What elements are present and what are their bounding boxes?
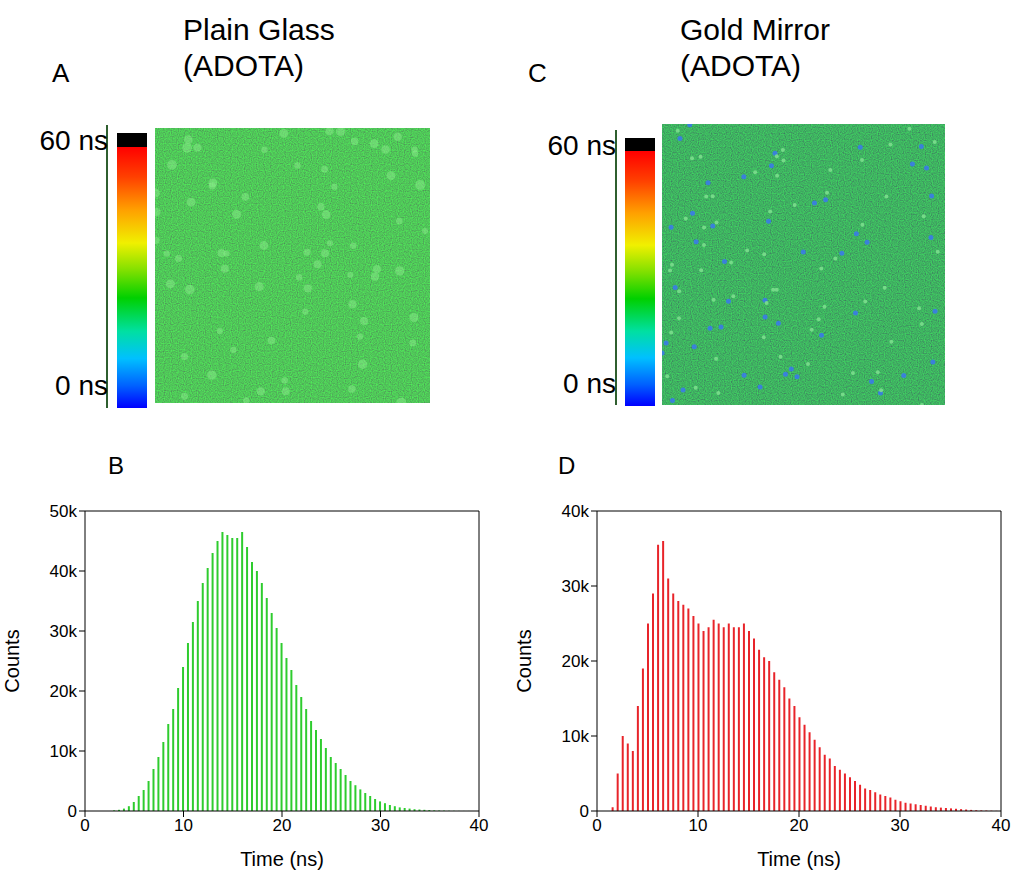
- svg-text:Counts: Counts: [1, 629, 23, 692]
- html-text:D: D: [558, 452, 576, 479]
- svg-text:40k: 40k: [562, 502, 590, 521]
- html-text:0 ns: 0 ns: [563, 368, 616, 399]
- html-text:B: B: [108, 452, 124, 479]
- html-text:C: C: [528, 58, 547, 88]
- svg-text:10k: 10k: [562, 727, 590, 746]
- svg-text:20k: 20k: [50, 682, 78, 701]
- html-text:A: A: [52, 58, 70, 88]
- svg-text:30k: 30k: [50, 622, 78, 641]
- svg-text:Counts: Counts: [513, 629, 535, 692]
- html-text:60 ns: 60 ns: [39, 125, 108, 156]
- svg-text:30: 30: [371, 816, 390, 835]
- svg-text:Time (ns): Time (ns): [240, 848, 324, 870]
- svg-text:50k: 50k: [50, 502, 78, 521]
- svg-text:20k: 20k: [562, 652, 590, 671]
- svg-text:0: 0: [80, 816, 89, 835]
- svg-text:0: 0: [592, 816, 601, 835]
- svg-text:40k: 40k: [50, 562, 78, 581]
- svg-text:40: 40: [992, 816, 1011, 835]
- svg-text:10: 10: [689, 816, 708, 835]
- svg-text:0: 0: [68, 802, 77, 821]
- html-text:60 ns: 60 ns: [547, 130, 616, 161]
- svg-text:10k: 10k: [50, 742, 78, 761]
- svg-text:10: 10: [174, 816, 193, 835]
- html-text:Plain Glass (ADOTA): Plain Glass (ADOTA): [183, 13, 335, 82]
- svg-text:30: 30: [891, 816, 910, 835]
- html-text:0 ns: 0 ns: [55, 370, 108, 401]
- svg-text:40: 40: [470, 816, 489, 835]
- svg-text:Time (ns): Time (ns): [757, 848, 841, 870]
- svg-text:30k: 30k: [562, 577, 590, 596]
- svg-text:20: 20: [790, 816, 809, 835]
- html-text:Gold Mirror (ADOTA): Gold Mirror (ADOTA): [680, 13, 830, 82]
- svg-text:20: 20: [273, 816, 292, 835]
- svg-text:0: 0: [580, 802, 589, 821]
